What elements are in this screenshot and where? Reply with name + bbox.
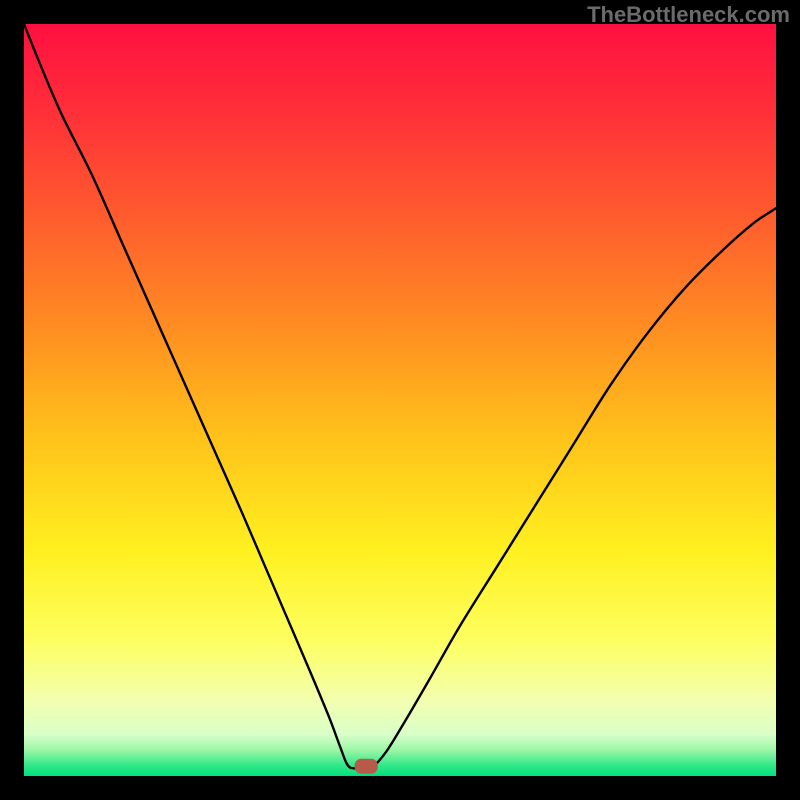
bottleneck-chart	[0, 0, 800, 800]
chart-stage: TheBottleneck.com	[0, 0, 800, 800]
valley-marker	[355, 759, 377, 773]
plot-background	[24, 24, 776, 776]
